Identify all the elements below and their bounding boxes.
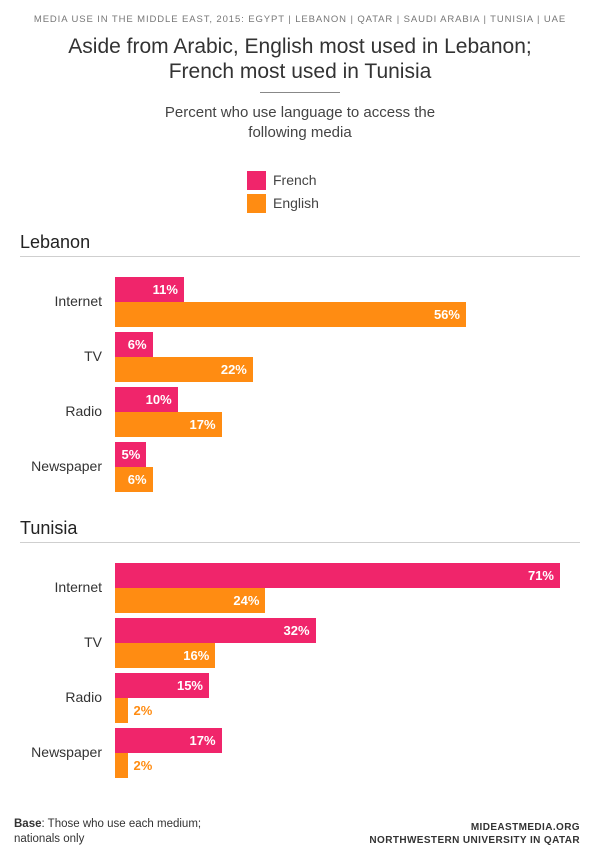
bar-label-lebanon-newspaper-french: 5% [121,447,141,462]
bar-label-lebanon-tv-english: 22% [220,362,247,377]
bar-label-lebanon-radio-english: 17% [189,417,216,432]
category-label-tunisia-tv: TV [84,634,102,650]
bar-lebanon-tv-english [115,357,253,382]
panel-divider-lebanon [20,256,580,257]
chart-title-line-1: Aside from Arabic, English most used in … [68,35,532,58]
source-credit: MIDEASTMEDIA.ORG NORTHWESTERN UNIVERSITY… [369,821,580,847]
bar-label-tunisia-internet-english: 24% [233,593,260,608]
chart-title-line-2: French most used in Tunisia [168,60,432,83]
bar-label-lebanon-internet-english: 56% [433,307,460,322]
bar-tunisia-internet-english [115,588,266,613]
chart-title: Aside from Arabic, English most used in … [0,34,600,84]
chart-subtitle-line-1: Percent who use language to access the [164,104,436,121]
bar-lebanon-newspaper-french [115,442,147,467]
bar-tunisia-tv-french [115,618,316,643]
bar-label-tunisia-newspaper-french: 17% [189,733,216,748]
category-label-lebanon-internet: Internet [54,293,102,309]
bar-label-lebanon-internet-french: 11% [152,282,178,297]
bar-label-tunisia-newspaper-english: 2% [133,758,153,773]
category-label-lebanon-tv: TV [84,348,102,364]
bar-tunisia-radio-french [115,673,209,698]
base-text-line-2: nationals only [14,833,85,845]
chart-subtitle-line-2: following media [248,124,352,141]
bar-tunisia-newspaper-french [115,728,222,753]
bar-label-tunisia-radio-english: 2% [133,703,153,718]
category-label-tunisia-radio: Radio [65,689,102,705]
title-divider [260,92,340,93]
panel-title-lebanon: Lebanon [20,232,91,252]
legend-swatch-french [247,171,266,190]
category-label-lebanon-newspaper: Newspaper [31,458,102,474]
source-line-2: NORTHWESTERN UNIVERSITY IN QATAR [369,835,580,846]
bar-label-lebanon-newspaper-english: 6% [127,472,147,487]
base-text: : Those who use each medium; [41,818,202,830]
bar-lebanon-radio-french [115,387,178,412]
category-label-tunisia-newspaper: Newspaper [31,744,102,760]
bar-lebanon-radio-english [115,412,222,437]
bar-lebanon-tv-french [115,332,153,357]
chart-subtitle: Percent who use language to access the f… [0,103,600,143]
category-label-tunisia-internet: Internet [54,579,102,595]
bar-lebanon-newspaper-english [115,467,153,492]
bar-lebanon-internet-english [115,302,466,327]
bar-tunisia-internet-french [115,563,560,588]
bar-label-tunisia-internet-french: 71% [527,568,554,583]
supertitle: MEDIA USE IN THE MIDDLE EAST, 2015: EGYP… [33,14,567,25]
bar-label-tunisia-tv-english: 16% [183,648,210,663]
bar-tunisia-newspaper-english [115,753,128,778]
base-note: Base: Those who use each medium; nationa… [14,817,201,847]
bar-tunisia-radio-english [115,698,128,723]
category-label-lebanon-radio: Radio [65,403,102,419]
bar-label-lebanon-radio-french: 10% [145,392,172,407]
bar-tunisia-tv-english [115,643,216,668]
legend-swatch-english [247,194,266,213]
base-label: Base [14,818,42,830]
panel-title-tunisia: Tunisia [20,518,78,538]
legend-label-english: English [273,195,319,211]
bar-label-tunisia-tv-french: 32% [283,623,310,638]
legend-label-french: French [273,172,317,188]
bar-label-tunisia-radio-french: 15% [176,678,203,693]
source-line-1: MIDEASTMEDIA.ORG [470,822,580,833]
bar-lebanon-internet-french [115,277,184,302]
bar-label-lebanon-tv-french: 6% [127,337,147,352]
panel-divider-tunisia [20,542,580,543]
